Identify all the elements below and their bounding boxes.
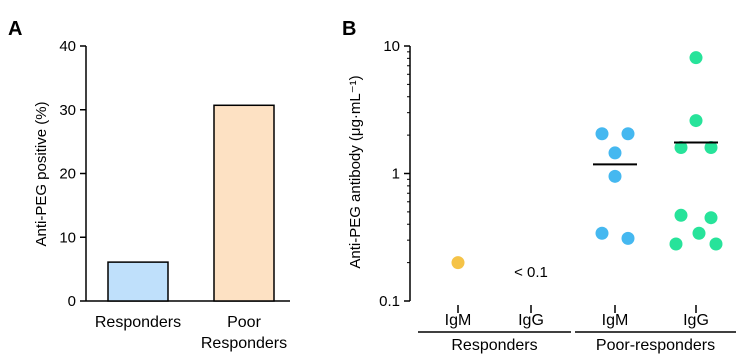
panel-a-category-label: Responders	[201, 335, 287, 352]
panel-b-data-point	[608, 146, 622, 160]
panel-b-data-point	[689, 51, 703, 65]
panel-b-data-point	[692, 226, 706, 240]
panel-a-label: A	[8, 18, 22, 40]
panel-b-category-labels: IgM IgG Responders IgM IgG Poor-responders	[418, 305, 736, 354]
panel-a-y-tick-label: 10	[59, 229, 76, 246]
panel-b-y-tick-label: 0.1	[379, 293, 400, 310]
panel-b-group-label: Responders	[451, 337, 537, 354]
panel-a-y-axis: 0 10 20 30 40	[59, 38, 290, 310]
panel-a-y-tick-label: 40	[59, 38, 76, 55]
panel-a-category-label: Responders	[95, 314, 181, 331]
panel-b-y-axis-title: Anti-PEG antibody (μg·mL⁻¹)	[347, 75, 364, 268]
panel-b-data-point	[709, 237, 723, 251]
panel-b-category-label: IgM	[602, 312, 629, 329]
panel-a-y-tick-label: 20	[59, 166, 76, 183]
panel-b-annotation: < 0.1	[514, 264, 548, 281]
panel-a-y-axis-title: Anti-PEG positive (%)	[33, 101, 50, 246]
panel-b-data-point	[451, 256, 465, 270]
panel-a-y-tick-label: 0	[68, 293, 76, 310]
panel-b-y-axis: 0.1 1 10	[379, 38, 411, 310]
panel-b-y-tick-label: 1	[392, 166, 400, 183]
panel-b-group-label: Poor-responders	[596, 337, 715, 354]
panel-a-bar	[213, 104, 275, 302]
panel-b-data-point	[669, 237, 683, 251]
panel-b-data-point	[704, 140, 718, 154]
panel-b-data-point	[608, 169, 622, 183]
panel-b-y-tick-label: 10	[383, 38, 400, 55]
panel-a-category-label: Poor	[227, 314, 261, 331]
panel-a-bars	[107, 104, 275, 302]
panel-b-data-point	[689, 114, 703, 128]
panel-b-data-point	[674, 140, 688, 154]
panel-b-data-point	[595, 226, 609, 240]
panel-b-data-point	[704, 211, 718, 225]
panel-b-category-label: IgG	[518, 312, 544, 329]
panel-b: B 0.1 1 10 < 0.1 IgM IgG Responders IgM IgG Poo…	[342, 18, 736, 354]
panel-b-points: < 0.1	[451, 51, 723, 281]
panel-a: A 0 10 20 30 40 Responders Poor Responders Ant…	[8, 18, 290, 352]
panel-b-label: B	[342, 18, 356, 40]
panel-b-data-point	[621, 127, 635, 141]
panel-a-bar	[107, 261, 169, 302]
panel-b-data-point	[595, 127, 609, 141]
panel-b-category-label: IgG	[683, 312, 709, 329]
panel-a-y-tick-label: 30	[59, 102, 76, 119]
panel-a-category-labels: Responders Poor Responders	[95, 314, 287, 352]
panel-b-data-point	[674, 208, 688, 222]
panel-b-data-point	[621, 231, 635, 245]
panel-b-category-label: IgM	[445, 312, 472, 329]
